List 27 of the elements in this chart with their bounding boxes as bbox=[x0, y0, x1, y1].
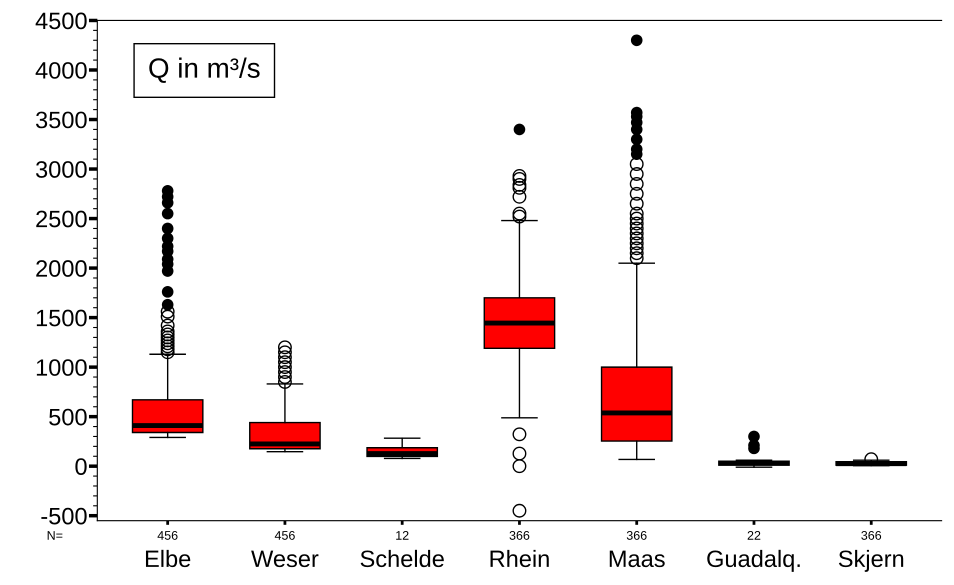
x-tick-label: Schelde bbox=[360, 550, 444, 568]
y-tick-label: 4500 bbox=[36, 12, 87, 30]
y-tick-label: 1000 bbox=[36, 359, 87, 376]
y-tick-label: 500 bbox=[49, 408, 87, 426]
x-tick-label: Guadalq. bbox=[707, 550, 800, 572]
text: 456 bbox=[274, 530, 295, 540]
x-tick-label: Skjern bbox=[838, 550, 904, 572]
y-tick-label: 3500 bbox=[36, 112, 87, 128]
x-tick-label: Weser bbox=[251, 550, 318, 568]
text: N= bbox=[48, 531, 62, 540]
x-tick-label: Maas bbox=[610, 550, 665, 568]
text: 456 bbox=[158, 530, 178, 540]
y-tick-label: 4000 bbox=[36, 62, 87, 79]
text: 366 bbox=[626, 530, 647, 540]
text: 366 bbox=[861, 530, 882, 540]
y-tick-label: 2500 bbox=[36, 210, 87, 228]
y-tick-label: 0 bbox=[75, 458, 87, 475]
y-tick-label: 3000 bbox=[36, 161, 87, 178]
annotation: Q in m³/s bbox=[149, 58, 260, 83]
y-tick-label: 1500 bbox=[36, 310, 87, 326]
text: 12 bbox=[396, 530, 409, 540]
y-tick-label: -500 bbox=[41, 508, 87, 524]
y-tick-label: 2000 bbox=[36, 260, 87, 277]
x-tick-label: Rhein bbox=[490, 550, 549, 568]
x-tick-label: Elbe bbox=[146, 550, 190, 568]
text: 366 bbox=[510, 530, 530, 540]
text: 22 bbox=[748, 530, 760, 540]
